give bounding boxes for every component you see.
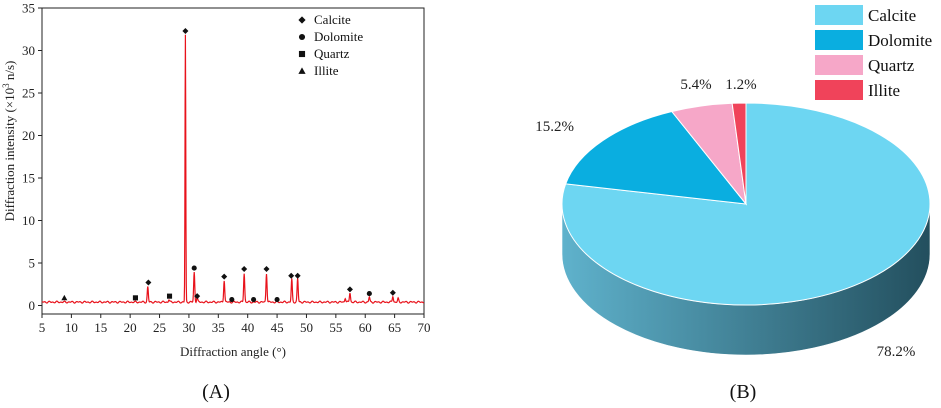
pie-pct-calcite: 78.2% xyxy=(877,344,916,360)
legend-label-calcite: Calcite xyxy=(314,12,351,27)
xrd-x-axis-title: Diffraction angle (°) xyxy=(180,344,286,359)
xrd-y-tick-label: 10 xyxy=(22,213,35,228)
xrd-x-tick-label: 45 xyxy=(271,320,284,335)
xrd-chart: 5 10 15 20 25 30 35 40 45 50 55 60 65 70 051015202530… xyxy=(1,1,431,404)
pie-legend-swatch-illite xyxy=(815,80,863,100)
xrd-marker-square xyxy=(132,295,138,301)
legend-symbol-square xyxy=(298,50,306,58)
panel-label-b: (B) xyxy=(730,381,757,403)
xrd-marker-diamond xyxy=(294,272,301,279)
xrd-x-tick-label: 50 xyxy=(300,320,313,335)
pie-top-slices xyxy=(561,102,931,306)
panel-label-a: (A) xyxy=(202,381,230,403)
legend-label-illite: Illite xyxy=(314,63,339,78)
xrd-marker-diamond xyxy=(145,279,152,286)
pie-slice-illite xyxy=(731,102,747,205)
xrd-marker-circle xyxy=(191,265,197,271)
xrd-y-axis-title-main: Diffraction intensity (×10 xyxy=(2,88,17,221)
xrd-x-tick-label: 30 xyxy=(182,320,195,335)
xrd-marker-circle xyxy=(274,297,280,303)
xrd-marker-diamond xyxy=(346,286,353,293)
xrd-x-tick-label: 70 xyxy=(418,320,431,335)
pie-pct-quartz: 5.4% xyxy=(680,77,711,93)
pie-percent-labels: 78.2% 15.2% 5.4% 1.2% xyxy=(535,77,915,360)
xrd-x-ticks: 5 10 15 20 25 30 35 40 45 50 55 60 65 70 xyxy=(39,314,431,335)
xrd-x-tick-label: 40 xyxy=(241,320,254,335)
xrd-y-tick-label: 15 xyxy=(22,171,35,186)
xrd-marker-circle xyxy=(366,291,372,297)
xrd-y-axis-title-tail: n/s) xyxy=(2,61,17,84)
pie-legend-label-dolomite: Dolomite xyxy=(868,31,932,50)
legend-symbol-circle xyxy=(298,33,306,41)
pie-pct-illite: 1.2% xyxy=(725,77,756,93)
legend-label-quartz: Quartz xyxy=(314,46,350,61)
xrd-marker-diamond xyxy=(241,265,248,272)
xrd-y-tick-label: 5 xyxy=(29,256,36,271)
xrd-x-tick-label: 65 xyxy=(388,320,401,335)
xrd-y-tick-label: 35 xyxy=(22,1,35,16)
xrd-y-tick-label: 0 xyxy=(29,298,36,313)
pie-pct-dolomite: 15.2% xyxy=(535,119,574,135)
xrd-y-tick-label: 25 xyxy=(22,86,35,101)
xrd-marker-circle xyxy=(251,297,257,303)
pie-legend: Calcite Dolomite Quartz Illite xyxy=(815,5,932,100)
xrd-y-tick-label: 20 xyxy=(22,128,35,143)
xrd-peak-markers xyxy=(61,27,396,303)
xrd-marker-triangle xyxy=(61,294,68,301)
xrd-marker-square xyxy=(166,293,173,299)
pie-legend-swatch-quartz xyxy=(815,55,863,75)
pie-slice-dolomite xyxy=(565,111,748,205)
xrd-marker-circle xyxy=(229,297,235,303)
xrd-marker-diamond xyxy=(182,27,189,34)
xrd-x-tick-label: 20 xyxy=(124,320,137,335)
pie-legend-swatch-dolomite xyxy=(815,30,863,50)
xrd-marker-diamond xyxy=(288,272,295,279)
xrd-legend: Calcite Dolomite Quartz Illite xyxy=(298,12,363,78)
pie-legend-label-quartz: Quartz xyxy=(868,56,915,75)
xrd-y-axis-title-sup: 3 xyxy=(1,83,11,88)
pie-legend-label-illite: Illite xyxy=(868,81,900,100)
pie-slice-calcite xyxy=(561,102,931,306)
xrd-x-tick-label: 60 xyxy=(359,320,372,335)
xrd-pattern-line xyxy=(41,34,425,304)
xrd-marker-diamond xyxy=(221,273,228,280)
xrd-x-tick-label: 25 xyxy=(153,320,166,335)
xrd-x-tick-label: 15 xyxy=(94,320,107,335)
xrd-marker-diamond xyxy=(263,265,270,272)
legend-label-dolomite: Dolomite xyxy=(314,29,363,44)
xrd-y-ticks: 0 5 10 15 20 25 30 35 xyxy=(22,1,42,313)
xrd-x-tick-label: 55 xyxy=(329,320,342,335)
xrd-y-tick-label: 30 xyxy=(22,43,35,58)
xrd-y-axis-title: Diffraction intensity (×103 n/s) xyxy=(1,61,17,222)
pie-legend-label-calcite: Calcite xyxy=(868,6,916,25)
legend-symbol-triangle xyxy=(298,67,306,74)
xrd-marker-diamond xyxy=(194,293,201,300)
xrd-plot-frame xyxy=(41,7,425,315)
mineral-pie-chart: 78.2% 15.2% 5.4% 1.2% Calcite Dolomite Quartz… xyxy=(535,5,932,403)
xrd-marker-diamond xyxy=(389,289,396,296)
xrd-x-tick-label: 35 xyxy=(212,320,225,335)
xrd-x-tick-label: 10 xyxy=(65,320,78,335)
pie-legend-swatch-calcite xyxy=(815,5,863,25)
xrd-x-tick-label: 5 xyxy=(39,320,46,335)
legend-symbol-diamond xyxy=(298,16,306,24)
